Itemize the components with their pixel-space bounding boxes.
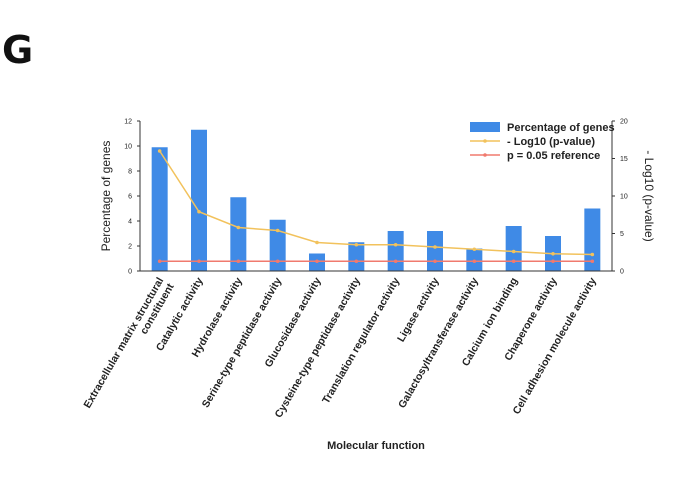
category-label: Ligase activity: [395, 275, 442, 344]
x-tick-labels: Extracellular matrix structuralconstitue…: [81, 275, 599, 420]
category-label: Cell adhesion molecule activity: [511, 275, 599, 416]
bar: [584, 208, 601, 271]
line-point: [393, 259, 398, 264]
legend-label: p = 0.05 reference: [507, 150, 600, 162]
tick-label: 20: [620, 119, 628, 126]
legend-marker: [483, 153, 487, 157]
line-point: [393, 242, 398, 247]
tick-label: 4: [128, 219, 132, 226]
bar: [230, 197, 247, 271]
bar: [191, 129, 207, 271]
legend-label: - Log10 (p-value): [507, 136, 595, 148]
bar: [269, 219, 286, 271]
line-point: [197, 209, 201, 214]
bar: [151, 147, 168, 271]
legend-marker: [483, 139, 487, 143]
line-point: [197, 259, 201, 264]
tick-label: 15: [620, 156, 628, 163]
line-point: [590, 259, 595, 264]
bar-group: [151, 129, 601, 271]
tick-label: 0: [128, 269, 132, 276]
tick-label: 2: [128, 244, 132, 251]
x-axis-label: Molecular function: [327, 440, 425, 452]
line-point: [433, 245, 437, 249]
tick-label: 10: [124, 144, 132, 151]
line-point: [236, 259, 241, 264]
line-point: [511, 249, 516, 254]
legend-label: Percentage of genes: [507, 122, 615, 134]
series-line: [159, 150, 593, 256]
line-point: [315, 240, 319, 245]
line-point: [551, 259, 555, 264]
line-point: [472, 259, 477, 264]
category-label: Galactosyltransferase activity: [396, 275, 481, 410]
line-point: [157, 149, 162, 153]
category-label: Translation regulator activity: [320, 275, 402, 405]
line-point: [551, 251, 555, 256]
bar: [387, 231, 404, 271]
category-label: Serine-type peptidase activity: [200, 275, 285, 410]
line-point: [275, 259, 280, 264]
line-point: [236, 225, 241, 230]
legend-swatch: [470, 122, 500, 132]
tick-label: 0: [620, 269, 624, 276]
bar: [505, 226, 522, 271]
panel-label: G: [2, 28, 34, 72]
line-point: [315, 259, 319, 264]
line-group: [157, 149, 595, 264]
right-axis-ticks: 0 5 10 15 20: [612, 119, 628, 276]
tick-label: 8: [128, 169, 132, 176]
line-point: [511, 259, 516, 264]
line-point: [590, 252, 595, 257]
y-axis-label: Percentage of genes: [99, 141, 113, 252]
left-axis-ticks: 0 2 4 6 8 10 12: [124, 119, 140, 276]
y2-axis-label: - Log10 (p-value): [642, 150, 656, 241]
line-point: [354, 259, 359, 264]
tick-label: 12: [124, 119, 132, 126]
line-point: [433, 259, 437, 264]
line-point: [354, 242, 359, 247]
legend: Percentage of genes - Log10 (p-value) p = …: [470, 122, 615, 162]
line-point: [157, 259, 162, 264]
bar: [427, 231, 443, 271]
line-point: [472, 247, 477, 252]
tick-label: 5: [620, 231, 624, 238]
line-point: [275, 228, 280, 233]
tick-label: 6: [128, 194, 132, 201]
tick-label: 10: [620, 194, 628, 201]
bar: [348, 242, 365, 271]
